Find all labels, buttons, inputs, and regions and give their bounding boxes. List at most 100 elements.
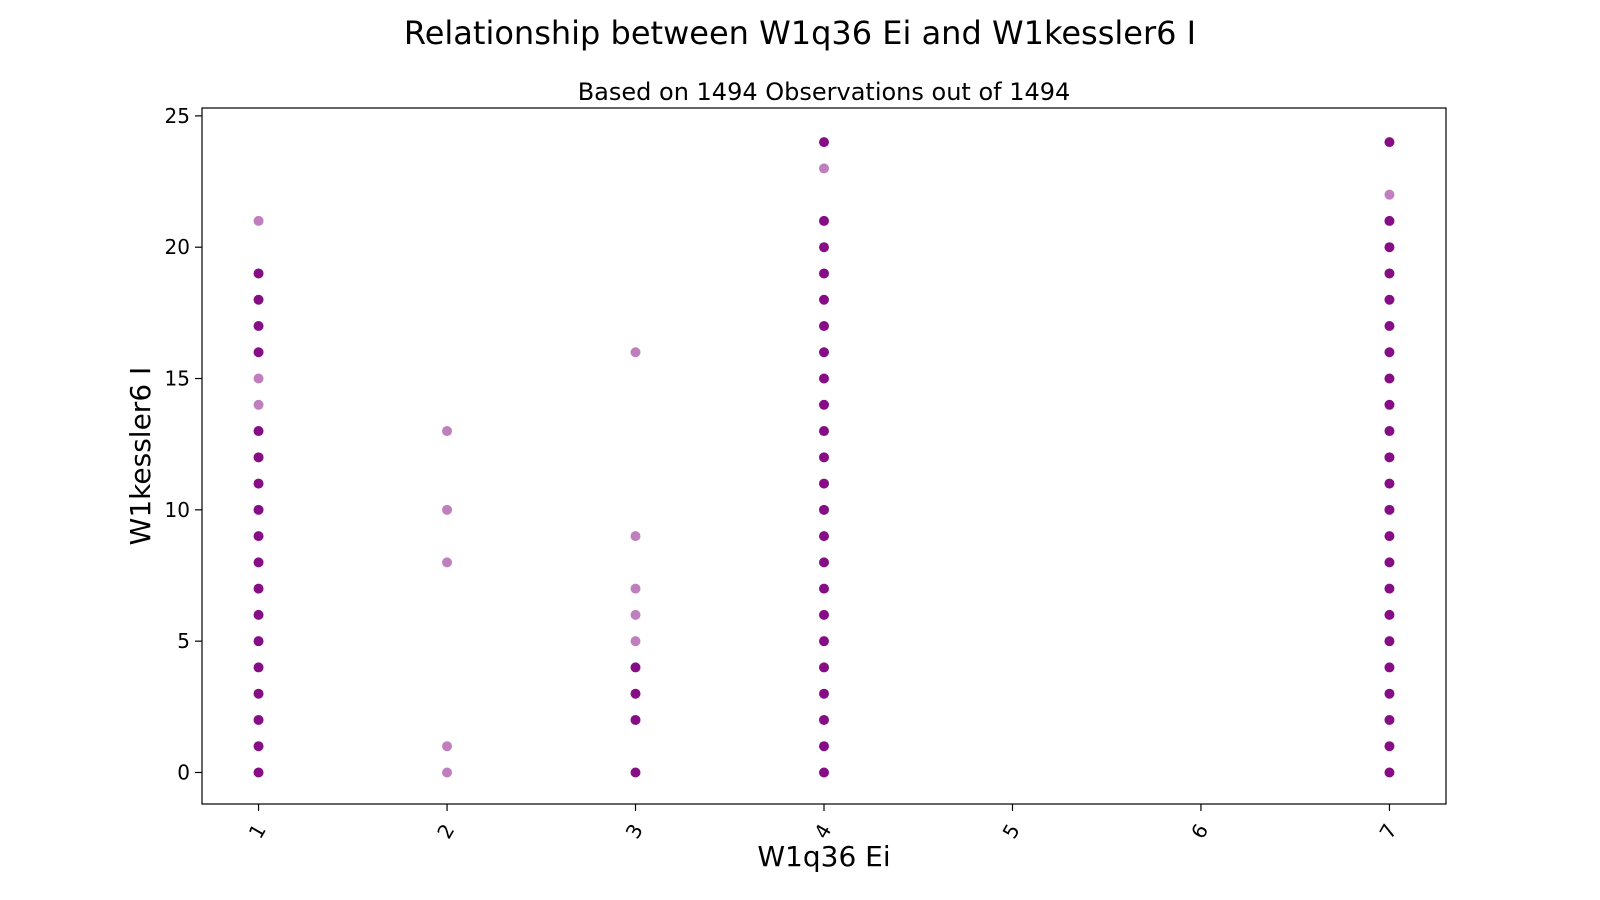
x-axis-label: W1q36 Ei <box>757 840 890 873</box>
data-point <box>253 767 264 778</box>
data-point <box>630 636 641 647</box>
data-point <box>630 688 641 699</box>
data-point <box>253 478 264 489</box>
data-point <box>819 320 829 331</box>
data-point <box>442 557 453 568</box>
data-point <box>442 767 453 778</box>
data-point <box>819 242 829 253</box>
data-point <box>1384 268 1395 279</box>
chart-title: Relationship between W1q36 Ei and W1kess… <box>404 14 1196 52</box>
data-point <box>253 373 264 384</box>
data-point <box>819 531 829 542</box>
data-point <box>442 741 453 752</box>
data-point <box>630 347 641 358</box>
data-point <box>819 714 829 725</box>
y-tick-label: 5 <box>177 629 190 653</box>
data-point <box>253 268 264 279</box>
data-point <box>819 767 829 778</box>
data-point <box>1384 320 1395 331</box>
data-point <box>819 163 829 174</box>
data-point <box>819 215 829 226</box>
data-point <box>819 504 829 515</box>
data-point <box>1384 531 1395 542</box>
data-point <box>1384 714 1395 725</box>
data-point <box>253 320 264 331</box>
data-point <box>819 294 829 305</box>
data-point <box>819 426 829 437</box>
data-point <box>442 504 453 515</box>
data-point <box>1384 662 1395 673</box>
data-point <box>819 557 829 568</box>
data-point <box>819 268 829 279</box>
data-point <box>253 557 264 568</box>
x-tick-label: 7 <box>1375 820 1402 843</box>
data-point <box>819 741 829 752</box>
x-tick-label: 3 <box>621 820 648 843</box>
data-point <box>1384 557 1395 568</box>
data-point <box>819 373 829 384</box>
data-point <box>253 636 264 647</box>
data-point <box>1384 399 1395 410</box>
x-tick-label: 2 <box>432 820 459 843</box>
data-point <box>1384 189 1395 200</box>
data-point <box>1384 294 1395 305</box>
data-point <box>253 215 264 226</box>
data-point <box>630 767 641 778</box>
data-point <box>253 452 264 463</box>
data-point <box>1384 636 1395 647</box>
data-point <box>253 714 264 725</box>
data-point <box>630 609 641 620</box>
data-point <box>253 294 264 305</box>
data-point <box>1384 478 1395 489</box>
data-point <box>1384 583 1395 594</box>
data-point <box>819 636 829 647</box>
data-point <box>1384 215 1395 226</box>
data-point <box>819 347 829 358</box>
chart-subtitle: Based on 1494 Observations out of 1494 <box>578 78 1071 106</box>
data-point <box>253 504 264 515</box>
y-tick-label: 15 <box>165 367 190 391</box>
data-point <box>1384 426 1395 437</box>
data-point <box>253 741 264 752</box>
y-axis-label: W1kessler6 I <box>124 367 157 546</box>
data-point <box>819 609 829 620</box>
data-point <box>819 688 829 699</box>
data-point <box>630 714 641 725</box>
data-point <box>1384 741 1395 752</box>
data-point <box>253 662 264 673</box>
data-point <box>1384 373 1395 384</box>
data-point <box>1384 609 1395 620</box>
data-point <box>253 347 264 358</box>
data-point <box>253 609 264 620</box>
x-tick-label: 1 <box>244 820 271 843</box>
data-point <box>253 583 264 594</box>
y-tick-label: 0 <box>177 760 190 784</box>
y-tick-label: 20 <box>165 235 190 259</box>
data-point <box>442 426 453 437</box>
x-tick-label: 6 <box>1186 820 1213 843</box>
y-tick-label: 25 <box>165 104 190 128</box>
data-point <box>1384 242 1395 253</box>
data-point <box>819 452 829 463</box>
data-point <box>1384 137 1395 148</box>
y-tick-label: 10 <box>165 498 190 522</box>
data-point <box>630 662 641 673</box>
data-point <box>253 399 264 410</box>
data-point <box>630 583 641 594</box>
data-points <box>253 137 1395 778</box>
data-point <box>253 531 264 542</box>
data-point <box>1384 767 1395 778</box>
data-point <box>1384 504 1395 515</box>
data-point <box>1384 347 1395 358</box>
x-tick-label: 5 <box>998 820 1025 843</box>
y-axis-ticks: 0 5 10 15 20 25 <box>165 104 202 784</box>
data-point <box>819 137 829 148</box>
data-point <box>1384 452 1395 463</box>
data-point <box>630 531 641 542</box>
data-point <box>819 583 829 594</box>
data-point <box>819 478 829 489</box>
data-point <box>819 662 829 673</box>
data-point <box>1384 688 1395 699</box>
